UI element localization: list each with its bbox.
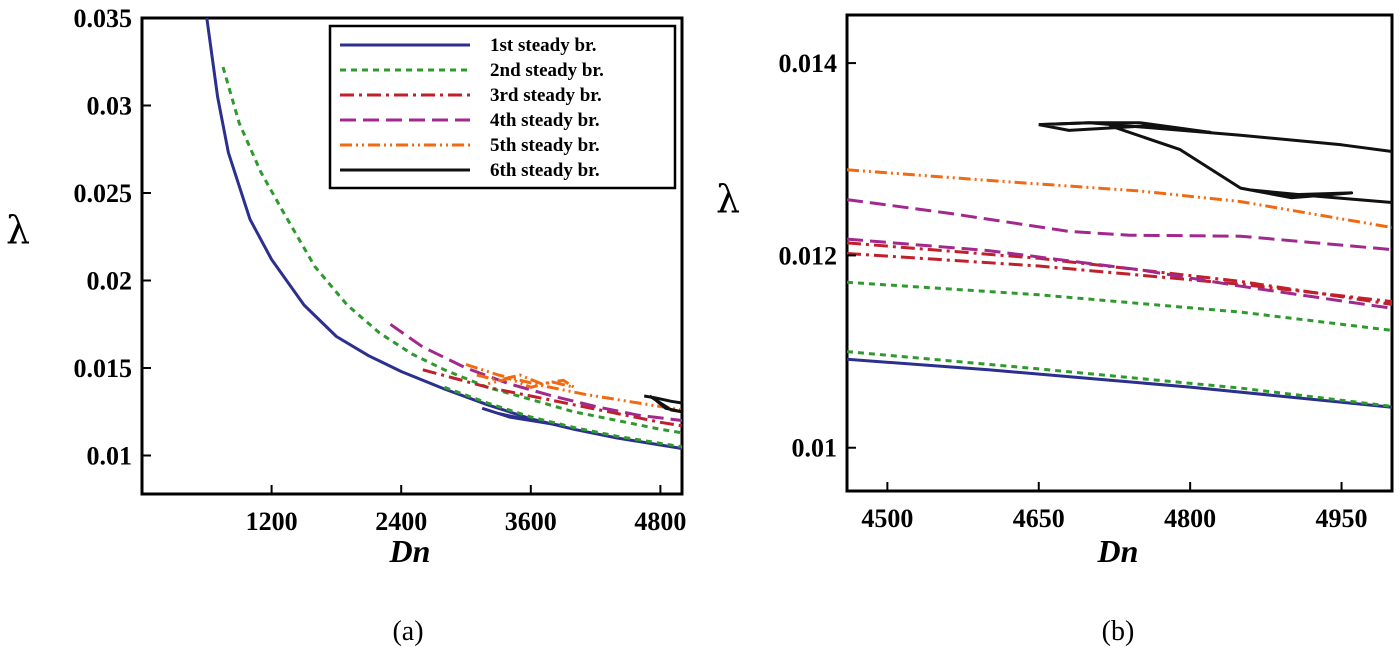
plot-frame-a xyxy=(140,16,684,496)
series-line-b-9 xyxy=(1038,121,1392,153)
y-tick-label-a: 0.01 xyxy=(87,442,133,471)
series-line-a-3 xyxy=(221,66,682,435)
series-line-a-10 xyxy=(648,394,682,414)
series-line-b-8 xyxy=(847,168,1392,229)
x-tick-label-b: 4650 xyxy=(1013,504,1065,533)
legend: 1st steady br. 2nd steady br. 3rd steady b… xyxy=(328,24,677,190)
legend-label: 3rd steady br. xyxy=(490,85,602,106)
series-line-a-1 xyxy=(205,18,682,450)
series-line-b-1 xyxy=(847,357,1392,409)
x-tick-label-b: 4500 xyxy=(861,504,913,533)
y-tick-label-a: 0.015 xyxy=(74,354,133,383)
panel-caption-b: (b) xyxy=(1102,616,1135,647)
x-tick-label-b: 4800 xyxy=(1164,504,1216,533)
y-axis-label-b: λ xyxy=(716,177,740,221)
legend-label: 6th steady br. xyxy=(490,160,600,181)
y-tick-label-b: 0.01 xyxy=(792,434,838,463)
legend-label: 4th steady br. xyxy=(490,110,600,131)
plot-frame-b xyxy=(845,13,1394,493)
series-line-a-4 xyxy=(443,385,682,449)
series-line-a-5 xyxy=(422,368,682,428)
series-line-a-7 xyxy=(465,363,682,412)
x-tick-label-a: 1200 xyxy=(246,507,298,536)
x-axis-label-b: Dn xyxy=(1097,533,1139,569)
y-tick-label-b: 0.014 xyxy=(779,49,838,78)
series-line-a-8 xyxy=(476,373,576,389)
x-tick-label-a: 4800 xyxy=(634,507,686,536)
series-line-b-5 xyxy=(847,241,1392,306)
x-tick-label-a: 3600 xyxy=(505,507,557,536)
x-tick-label-a: 2400 xyxy=(375,507,427,536)
y-tick-label-b: 0.012 xyxy=(779,241,838,270)
series-line-b-6 xyxy=(847,237,1392,310)
series-line-b-10 xyxy=(1038,121,1212,134)
panel-a: 1200 2400 3600 4800 0.01 0.015 0.02 0.025 0.03 0.… xyxy=(6,4,686,647)
y-tick-label-a: 0.03 xyxy=(87,92,133,121)
legend-label: 5th steady br. xyxy=(490,135,600,156)
legend-label: 2nd steady br. xyxy=(490,60,604,81)
panel-caption-a: (a) xyxy=(392,616,423,647)
series-line-b-3 xyxy=(847,280,1392,332)
series-line-a-6 xyxy=(389,323,682,422)
legend-label: 1st steady br. xyxy=(490,35,596,56)
y-axis-label-a: λ xyxy=(6,208,30,252)
series-line-b-7 xyxy=(847,198,1392,252)
series-line-b-11 xyxy=(1108,124,1392,204)
x-tick-label-b: 4950 xyxy=(1316,504,1368,533)
y-tick-label-a: 0.025 xyxy=(74,179,133,208)
y-tick-label-a: 0.035 xyxy=(74,4,133,33)
y-tick-label-a: 0.02 xyxy=(87,267,133,296)
x-axis-label-a: Dn xyxy=(389,533,431,569)
series-line-b-4 xyxy=(847,252,1392,304)
panel-b: 4500 4650 4800 4950 0.01 0.012 0.014 Dn λ (b) xyxy=(716,13,1394,647)
